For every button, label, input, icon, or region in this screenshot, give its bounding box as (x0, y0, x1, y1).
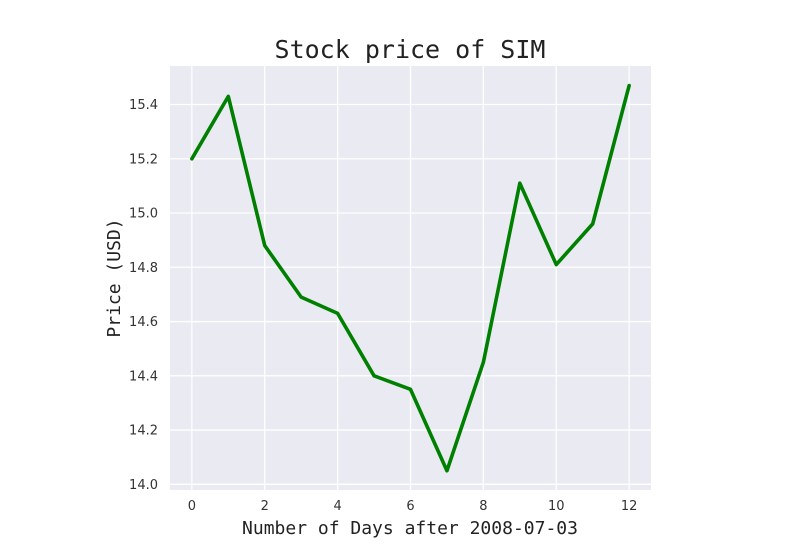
y-tick-label: 15.2 (129, 152, 158, 167)
x-tick-label: 0 (188, 499, 196, 514)
chart-title: Stock price of SIM (275, 35, 546, 64)
y-axis-label: Price (USD) (104, 218, 125, 337)
x-tick-label: 12 (621, 499, 638, 514)
y-tick-label: 14.8 (129, 261, 158, 276)
y-tick-labels: 14.0 14.2 14.4 14.6 14.8 15.0 15.2 15.4 (129, 98, 158, 493)
x-tick-label: 6 (406, 499, 414, 514)
series-group (190, 83, 631, 473)
x-axis-label: Number of Days after 2008-07-03 (242, 518, 578, 539)
x-tick-label: 4 (333, 499, 341, 514)
grid-lines (170, 66, 651, 490)
x-tick-labels: 0 2 4 6 8 10 12 (188, 499, 638, 514)
y-tick-label: 14.4 (129, 369, 158, 384)
y-tick-label: 15.4 (129, 98, 158, 113)
y-tick-label: 14.2 (129, 424, 158, 439)
y-tick-label: 14.6 (129, 315, 158, 330)
x-tick-label: 10 (548, 499, 565, 514)
x-tick-label: 8 (479, 499, 487, 514)
y-tick-label: 14.0 (129, 478, 158, 493)
x-tick-label: 2 (261, 499, 269, 514)
y-tick-label: 15.0 (129, 207, 158, 222)
series-line (190, 83, 631, 473)
